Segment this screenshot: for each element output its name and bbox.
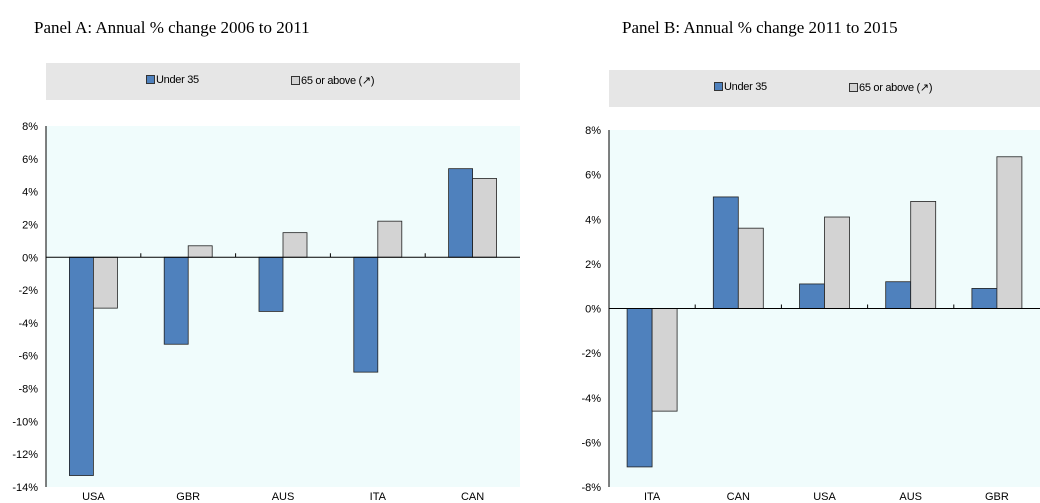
panel-b-legend: Under 35 65 or above (↗) bbox=[609, 70, 1040, 107]
y-tick-label: 2% bbox=[585, 259, 601, 271]
y-tick-label: 8% bbox=[22, 121, 38, 133]
legend-under35: Under 35 bbox=[146, 74, 199, 86]
panel-a-legend: Under 35 65 or above (↗) bbox=[46, 63, 520, 100]
bar-under35-usa bbox=[69, 256, 94, 476]
y-tick-label: 0% bbox=[22, 252, 38, 264]
y-tick-label: 0% bbox=[585, 304, 601, 316]
bar-under35-gbr bbox=[163, 256, 189, 345]
y-tick-label: 4% bbox=[22, 187, 38, 199]
y-tick-label: -12% bbox=[12, 449, 38, 461]
bar-over65-usa bbox=[93, 256, 118, 309]
bar-over65-usa bbox=[824, 216, 850, 309]
y-tick-label: -8% bbox=[18, 384, 38, 396]
x-tick-label: CAN bbox=[461, 491, 484, 503]
legend-over65-label: 65 or above (↗) bbox=[859, 82, 933, 94]
legend-under35-swatch bbox=[714, 82, 723, 91]
panel-a: Panel A: Annual % change 2006 to 2011 Un… bbox=[12, 18, 520, 503]
x-tick-label: USA bbox=[82, 491, 105, 503]
legend-over65-swatch bbox=[291, 76, 300, 85]
y-tick-label: -2% bbox=[581, 348, 601, 360]
legend-under35-swatch bbox=[146, 75, 155, 84]
y-tick-label: -14% bbox=[12, 482, 38, 494]
x-tick-label: AUS bbox=[899, 491, 922, 503]
y-tick-label: -2% bbox=[18, 285, 38, 297]
bar-over65-aus bbox=[910, 200, 937, 309]
y-tick-label: 6% bbox=[22, 154, 38, 166]
panel-a-title: Panel A: Annual % change 2006 to 2011 bbox=[34, 18, 310, 37]
legend-under35-label: Under 35 bbox=[156, 74, 199, 86]
bar-over65-gbr bbox=[187, 245, 213, 258]
panel-b-title: Panel B: Annual % change 2011 to 2015 bbox=[622, 18, 898, 37]
y-tick-label: 2% bbox=[22, 219, 38, 231]
bar-under35-aus bbox=[258, 256, 284, 312]
bar-over65-ita bbox=[651, 308, 678, 412]
bar-under35-aus bbox=[885, 281, 912, 309]
legend-over65: 65 or above (↗) bbox=[849, 81, 933, 94]
y-tick-label: 8% bbox=[585, 125, 601, 137]
y-tick-label: -4% bbox=[581, 393, 601, 405]
legend-under35: Under 35 bbox=[714, 81, 767, 93]
y-tick-label: 4% bbox=[585, 214, 601, 226]
legend-under35-label: Under 35 bbox=[724, 81, 767, 93]
y-tick-label: 6% bbox=[585, 170, 601, 182]
bar-under35-gbr bbox=[971, 288, 998, 309]
panel-b-chart: 8% 6% 4% 2% 0% -2% -4% -6% -8% ITA CAN USA AUS GBR bbox=[581, 125, 1040, 503]
x-tick-label: GBR bbox=[176, 491, 200, 503]
legend-over65-swatch bbox=[849, 83, 858, 92]
y-tick-label: -4% bbox=[18, 318, 38, 330]
panel-a-chart: 8% 6% 4% 2% 0% -2% -4% -6% -8% -10% -12% -14% USA GBR… bbox=[12, 121, 520, 503]
y-tick-label: -10% bbox=[12, 416, 38, 428]
bar-under35-usa bbox=[799, 283, 825, 309]
bar-under35-ita bbox=[353, 256, 379, 373]
x-tick-label: CAN bbox=[727, 491, 750, 503]
bar-over65-can bbox=[737, 227, 764, 309]
x-tick-label: ITA bbox=[644, 491, 661, 503]
x-tick-label: GBR bbox=[985, 491, 1009, 503]
bar-over65-gbr bbox=[996, 156, 1023, 309]
bar-under35-ita bbox=[626, 308, 653, 468]
bar-under35-can bbox=[448, 168, 474, 258]
bar-over65-can bbox=[472, 178, 498, 258]
y-tick-label: -6% bbox=[18, 351, 38, 363]
legend-over65: 65 or above (↗) bbox=[291, 74, 375, 87]
bar-under35-can bbox=[712, 196, 739, 309]
x-tick-label: AUS bbox=[272, 491, 295, 503]
bar-over65-ita bbox=[377, 220, 403, 258]
x-tick-label: USA bbox=[813, 491, 836, 503]
bar-over65-aus bbox=[282, 232, 308, 258]
legend-over65-label: 65 or above (↗) bbox=[301, 75, 375, 87]
y-tick-label: -8% bbox=[581, 482, 601, 494]
panel-b: Panel B: Annual % change 2011 to 2015 Un… bbox=[520, 0, 1040, 503]
x-tick-label: ITA bbox=[370, 491, 387, 503]
y-tick-label: -6% bbox=[581, 437, 601, 449]
